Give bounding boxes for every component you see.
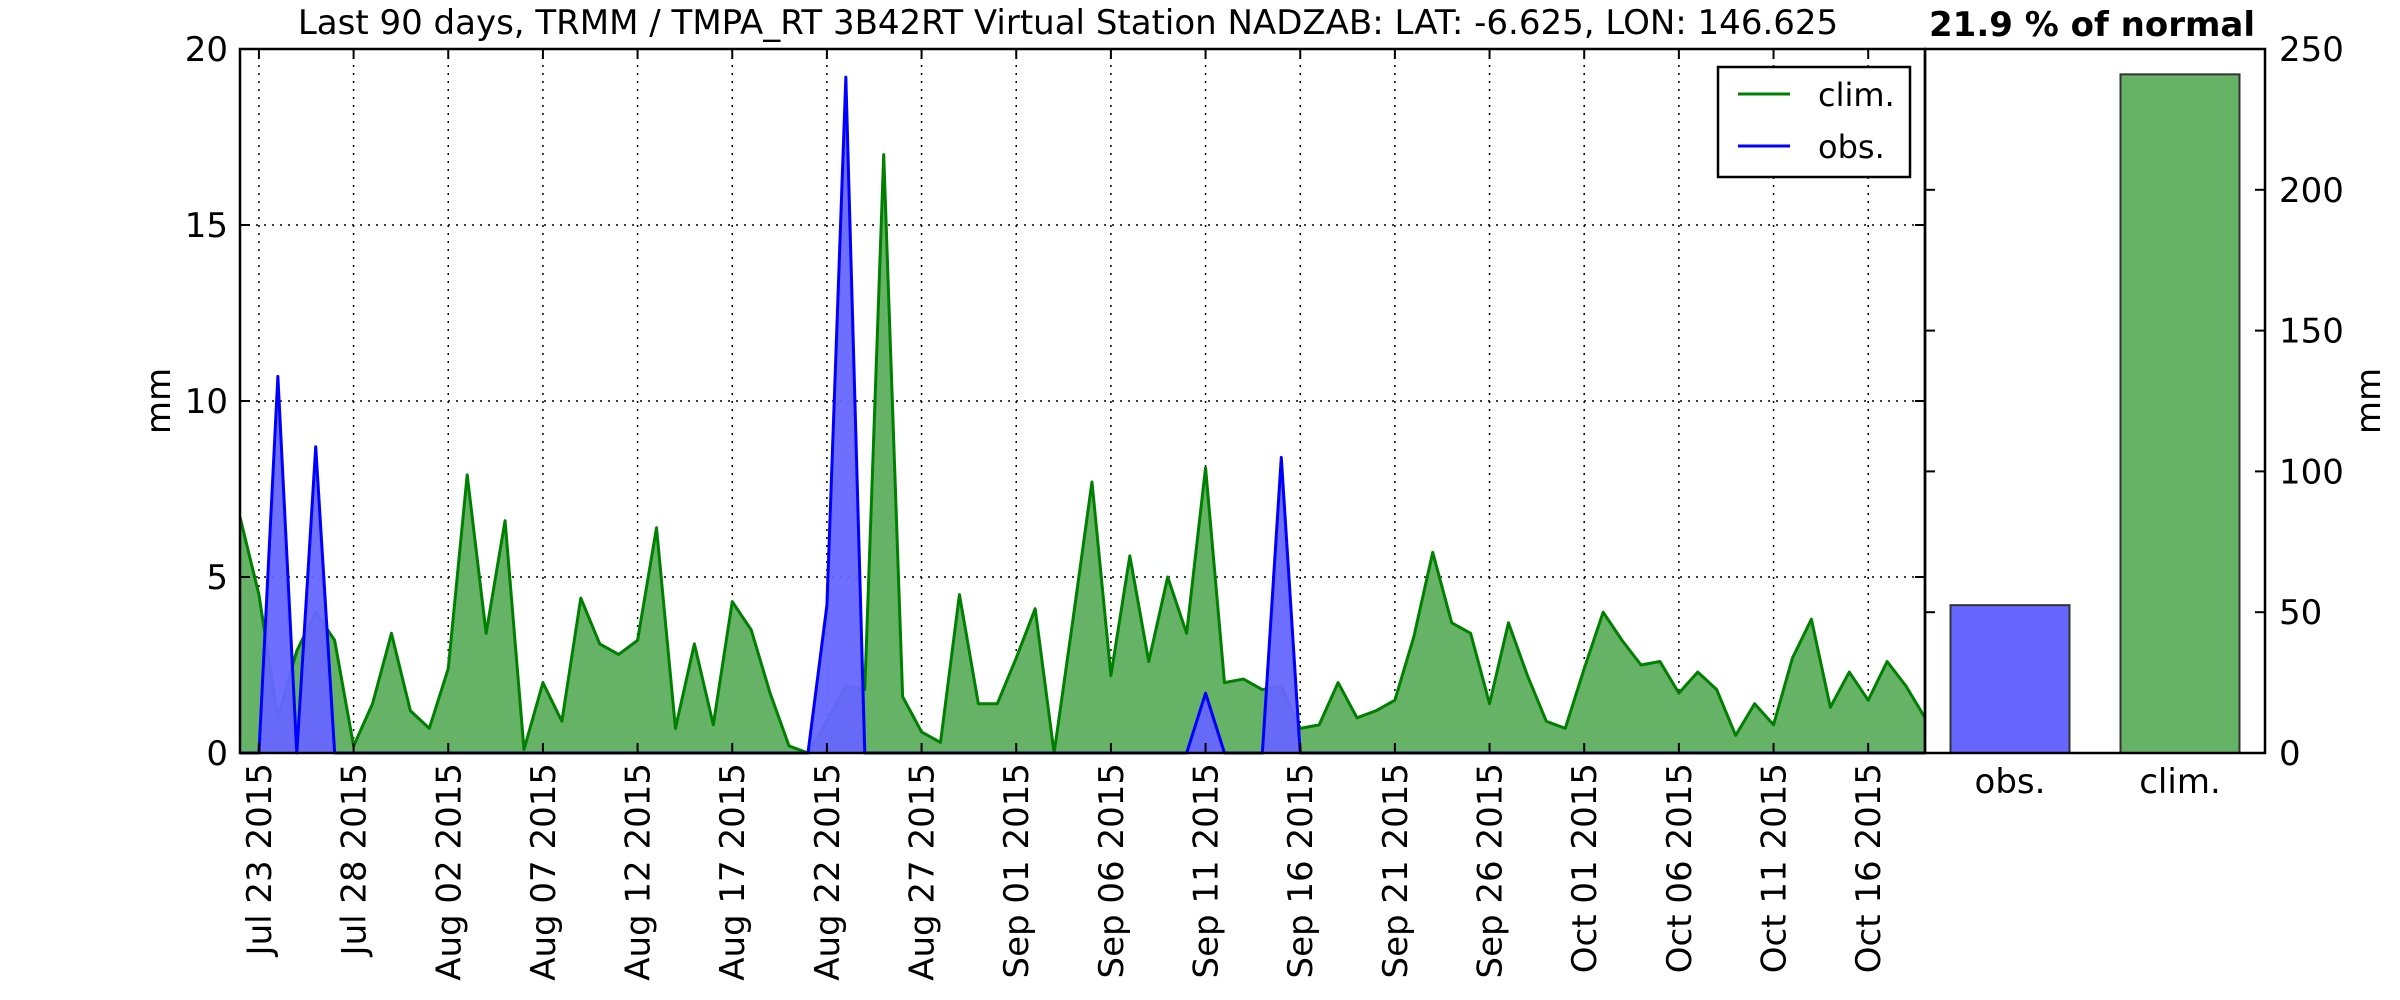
main-x-ticks: Jul 23 2015 Jul 28 2015 Aug 02 2015 Aug 07 … <box>240 49 1889 981</box>
main-y-ticks: 0 5 10 15 20 <box>185 30 1925 774</box>
x-tick-label: Sep 06 2015 <box>1092 763 1132 979</box>
x-tick-label: Aug 02 2015 <box>429 763 469 981</box>
bar-x-ticks: obs. clim. <box>1975 762 2221 802</box>
main-plot: 0 5 10 15 20 Jul 23 2015 Jul 28 2015 Aug 02 20… <box>139 3 1927 981</box>
legend-obs-label: obs. <box>1818 128 1885 166</box>
legend-box <box>1716 65 1912 179</box>
bar-y-tick-label: 50 <box>2279 593 2322 633</box>
bar-y-axis-label: mm <box>2349 368 2389 434</box>
x-tick-label: Oct 16 2015 <box>1849 763 1889 973</box>
clim-area <box>240 154 1925 754</box>
x-tick-label: Aug 12 2015 <box>619 763 659 981</box>
bar-category-label: clim. <box>2139 762 2221 802</box>
chart-title: Last 90 days, TRMM / TMPA_RT 3B42RT Virt… <box>298 3 1838 43</box>
bar-category-label: obs. <box>1975 762 2046 802</box>
bar-y-tick-label: 0 <box>2279 734 2301 774</box>
y-tick-label: 20 <box>185 30 228 70</box>
bar-y-tick-label: 250 <box>2279 30 2344 70</box>
x-tick-label: Sep 11 2015 <box>1187 763 1227 979</box>
x-tick-label: Sep 16 2015 <box>1281 763 1321 979</box>
y-tick-label: 0 <box>206 734 228 774</box>
x-tick-label: Aug 17 2015 <box>713 763 753 981</box>
x-tick-label: Aug 22 2015 <box>808 763 848 981</box>
bar-obs <box>1949 604 2071 754</box>
main-y-axis-label: mm <box>139 368 179 434</box>
x-tick-label: Oct 01 2015 <box>1565 763 1605 973</box>
x-tick-label: Oct 11 2015 <box>1755 763 1795 973</box>
x-tick-label: Sep 26 2015 <box>1471 763 1511 979</box>
y-tick-label: 15 <box>185 206 228 246</box>
main-grid <box>240 49 1925 753</box>
x-tick-label: Aug 07 2015 <box>524 763 564 981</box>
bar-plot-frame <box>1923 47 2267 755</box>
clim-line <box>238 153 1927 755</box>
x-tick-label: Aug 27 2015 <box>903 763 943 981</box>
y-tick-label: 5 <box>206 558 228 598</box>
x-tick-label: Oct 06 2015 <box>1660 763 1700 973</box>
bar-y-tick-label: 150 <box>2279 312 2344 352</box>
legend-clim-label: clim. <box>1818 76 1895 114</box>
x-tick-label: Sep 01 2015 <box>997 763 1037 979</box>
x-tick-label: Jul 28 2015 <box>335 763 375 957</box>
legend: clim. obs. <box>1716 65 1912 179</box>
bar-y-tick-label: 200 <box>2279 171 2344 211</box>
percent-of-normal-label: 21.9 % of normal <box>1929 5 2255 45</box>
x-tick-label: Jul 23 2015 <box>240 763 280 957</box>
y-tick-label: 10 <box>185 382 228 422</box>
x-tick-label: Sep 21 2015 <box>1376 763 1416 979</box>
bar-y-ticks: 0 50 100 150 200 250 <box>1925 30 2344 774</box>
total-bar-plot: 0 50 100 150 200 250 obs. clim. 21.9 % of norm… <box>1923 5 2389 802</box>
bar-y-tick-label: 100 <box>2279 452 2344 492</box>
bar-clim <box>2119 73 2241 755</box>
